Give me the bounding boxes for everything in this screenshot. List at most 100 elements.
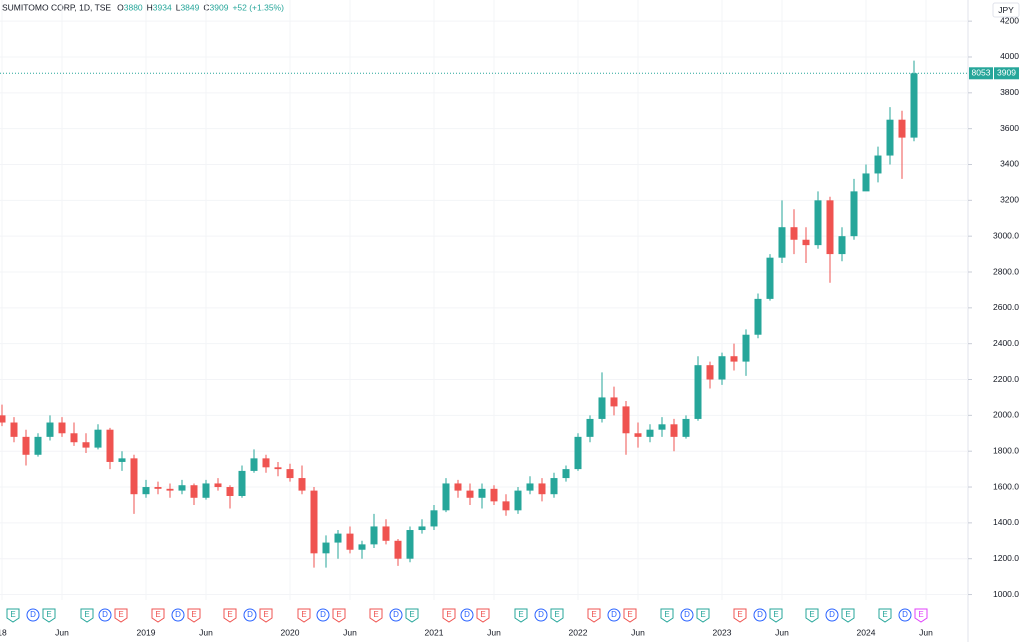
event-marker[interactable]: E (187, 608, 201, 623)
event-marker[interactable]: E (550, 608, 564, 623)
event-marker[interactable]: D (316, 608, 330, 622)
candle-body (34, 436, 42, 455)
candle-body (706, 365, 714, 380)
event-marker[interactable]: E (42, 608, 56, 623)
event-marker[interactable]: E (6, 608, 20, 623)
event-marker[interactable]: E (297, 608, 311, 623)
event-icon (607, 608, 621, 622)
event-marker[interactable]: D (243, 608, 257, 622)
event-label: E (263, 610, 268, 619)
event-label: D (829, 610, 835, 619)
event-label: D (902, 610, 908, 619)
event-marker[interactable]: D (534, 608, 548, 622)
event-marker[interactable]: E (442, 608, 456, 623)
candle-body (430, 510, 438, 527)
currency-box[interactable] (992, 2, 1020, 18)
event-label: E (227, 610, 232, 619)
event-label: E (155, 610, 160, 619)
candle-body (598, 397, 606, 419)
event-icon (316, 608, 330, 622)
candle-body (238, 470, 246, 496)
event-label: D (757, 610, 763, 619)
candle-body (142, 487, 150, 495)
event-marker[interactable]: E (80, 608, 94, 623)
event-icon (297, 608, 311, 623)
event-marker[interactable]: D (389, 608, 403, 622)
event-label: E (118, 610, 123, 619)
event-marker[interactable]: D (825, 608, 839, 622)
candle-body (274, 467, 282, 470)
event-icon (914, 608, 928, 623)
y-tick-label: 4200 (1000, 15, 1019, 25)
event-marker[interactable]: E (369, 608, 383, 623)
price-tag: 3909 (997, 68, 1016, 78)
event-label: E (336, 610, 341, 619)
candle-body (898, 119, 906, 138)
event-marker[interactable]: E (623, 608, 637, 623)
event-icon (878, 608, 892, 623)
y-tick-label: 3600 (1000, 123, 1019, 133)
ohlc-value: 3849 (180, 2, 199, 12)
event-label: E (409, 610, 414, 619)
event-marker[interactable]: E (332, 608, 346, 623)
event-marker[interactable]: E (476, 608, 490, 623)
event-marker[interactable]: E (878, 608, 892, 623)
candle-body (550, 478, 558, 495)
event-marker[interactable]: E (587, 608, 601, 623)
event-marker[interactable]: D (898, 608, 912, 622)
event-marker[interactable]: E (914, 608, 928, 623)
event-label: E (809, 610, 814, 619)
event-marker[interactable]: E (660, 608, 674, 623)
y-tick-label: 1400.0 (993, 517, 1019, 527)
event-icon (514, 608, 528, 623)
event-marker[interactable]: E (151, 608, 165, 623)
event-label: D (684, 610, 690, 619)
candle-body (130, 458, 138, 495)
candle-body (586, 418, 594, 437)
event-marker[interactable]: D (607, 608, 621, 622)
event-label: D (102, 610, 108, 619)
event-marker[interactable]: E (696, 608, 710, 623)
event-icon (623, 608, 637, 623)
candle-body (106, 429, 114, 462)
candle-body (826, 200, 834, 255)
event-marker[interactable]: E (259, 608, 273, 623)
candle-body (790, 227, 798, 240)
candle-body (574, 436, 582, 470)
event-marker[interactable]: D (753, 608, 767, 622)
candle-body (646, 429, 654, 437)
x-tick-label: Jun (919, 627, 933, 637)
candle-body (838, 236, 846, 255)
event-marker[interactable]: D (98, 608, 112, 622)
event-icon (114, 608, 128, 623)
event-label: E (10, 610, 15, 619)
ohlc-value: 3880 (124, 2, 143, 12)
currency: JPY (998, 5, 1014, 15)
candle-body (406, 530, 414, 559)
event-marker[interactable]: E (223, 608, 237, 623)
event-marker[interactable]: E (405, 608, 419, 623)
candle-body (910, 73, 918, 138)
candle-body (514, 490, 522, 511)
event-marker[interactable]: E (841, 608, 855, 623)
y-tick-label: 2400.0 (993, 338, 1019, 348)
event-marker[interactable]: D (680, 608, 694, 622)
price-tag-bg (994, 67, 1019, 80)
event-icon (660, 608, 674, 623)
y-tick-label: 1200.0 (993, 553, 1019, 563)
event-marker[interactable]: E (114, 608, 128, 623)
x-tick-label: 2021 (425, 627, 444, 637)
event-icon (550, 608, 564, 623)
event-marker[interactable]: D (26, 608, 40, 622)
event-label: D (320, 610, 326, 619)
candle-body (166, 488, 174, 491)
candle-body (334, 533, 342, 543)
event-marker[interactable]: E (769, 608, 783, 623)
event-marker[interactable]: E (805, 608, 819, 623)
event-marker[interactable]: D (171, 608, 185, 622)
event-marker[interactable]: E (733, 608, 747, 623)
candle-body (118, 458, 126, 462)
event-marker[interactable]: D (460, 608, 474, 622)
candle-body (202, 483, 210, 498)
event-marker[interactable]: E (514, 608, 528, 623)
